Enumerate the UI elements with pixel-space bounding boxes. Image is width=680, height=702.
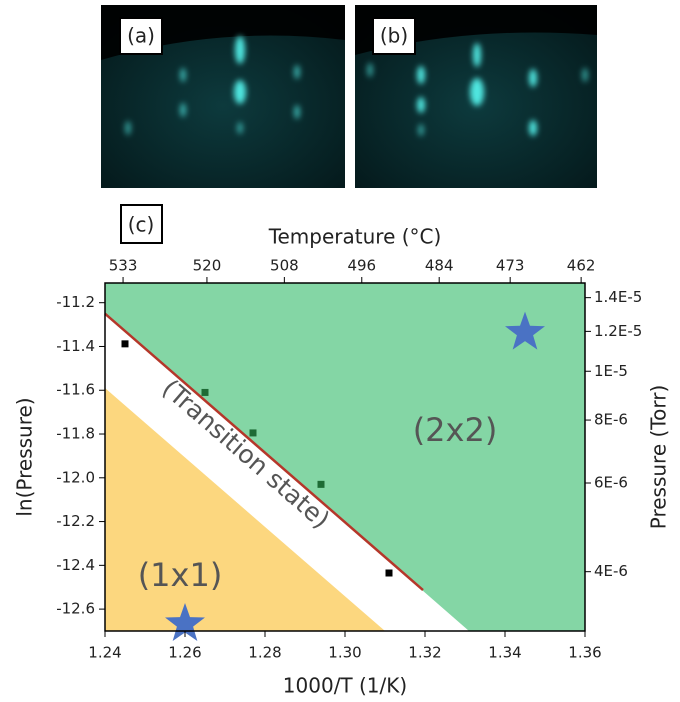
x2-tick-label: 484	[425, 257, 454, 275]
region-label: (1x1)	[138, 556, 223, 594]
y-tick-label: -12.6	[56, 600, 95, 618]
y2-tick-label: 4E-6	[594, 562, 628, 580]
panel-label: (b)	[380, 24, 408, 48]
x2-axis-title: Temperature (°C)	[268, 225, 442, 249]
data-point	[122, 340, 129, 347]
y-tick-label: -12.4	[56, 556, 95, 574]
y2-tick-label: 1E-5	[594, 362, 628, 380]
y-tick-label: -12.0	[56, 468, 95, 486]
y2-tick-label: 6E-6	[594, 473, 628, 491]
x2-tick-label: 533	[109, 257, 138, 275]
y-tick-label: -11.2	[56, 293, 95, 311]
y2-tick-label: 1.2E-5	[594, 322, 642, 340]
x-tick-label: 1.36	[568, 644, 601, 662]
panel-label: (c)	[128, 213, 155, 237]
data-point	[386, 570, 393, 577]
figure: (a) (b) (c) (2x2)(1x1)(Transition state)…	[0, 0, 680, 702]
x-axis-title: 1000/T (1/K)	[283, 674, 407, 698]
data-point	[318, 481, 325, 488]
y2-tick-label: 1.4E-5	[594, 288, 642, 306]
x2-tick-label: 462	[567, 257, 596, 275]
panel-label: (a)	[127, 24, 155, 48]
x2-tick-label: 508	[270, 257, 299, 275]
y-tick-label: -11.4	[56, 337, 95, 355]
x-tick-label: 1.26	[168, 644, 201, 662]
x2-tick-label: 473	[496, 257, 525, 275]
data-point	[202, 389, 209, 396]
y-tick-label: -11.6	[56, 381, 95, 399]
y-tick-label: -11.8	[56, 425, 95, 443]
x-tick-label: 1.28	[248, 644, 281, 662]
y2-tick-label: 8E-6	[594, 411, 628, 429]
region-label: (2x2)	[413, 411, 498, 449]
y-axis-title: ln(Pressure)	[13, 397, 37, 516]
y2-axis-title: Pressure (Torr)	[647, 385, 671, 530]
x-tick-label: 1.30	[328, 644, 361, 662]
y-tick-label: -12.2	[56, 512, 95, 530]
x-tick-label: 1.24	[88, 644, 121, 662]
x2-tick-label: 520	[193, 257, 222, 275]
x-tick-label: 1.32	[408, 644, 441, 662]
data-point	[250, 429, 257, 436]
x-tick-label: 1.34	[488, 644, 521, 662]
x2-tick-label: 496	[347, 257, 376, 275]
